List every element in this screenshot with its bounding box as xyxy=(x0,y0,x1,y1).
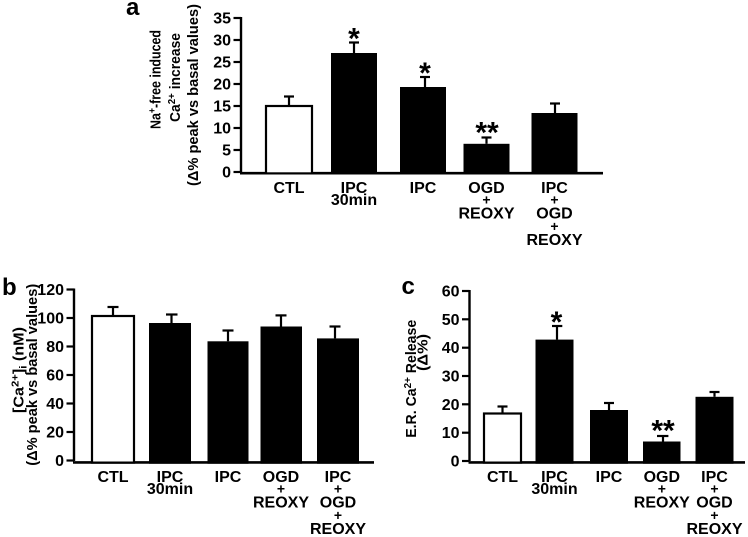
svg-text:+: + xyxy=(482,192,490,208)
svg-text:Ca2+ increase: Ca2+ increase xyxy=(166,33,184,122)
svg-text:+: + xyxy=(277,481,285,497)
svg-text:50: 50 xyxy=(442,312,460,329)
svg-text:OGD: OGD xyxy=(696,495,732,512)
svg-text:IPC: IPC xyxy=(157,469,184,486)
svg-text:30min: 30min xyxy=(531,481,577,498)
svg-text:5: 5 xyxy=(222,143,231,160)
svg-text:REOXY: REOXY xyxy=(686,521,742,537)
svg-text:20: 20 xyxy=(46,425,64,442)
svg-text:IPC: IPC xyxy=(596,469,623,486)
svg-text:*: * xyxy=(419,57,431,90)
svg-text:+: + xyxy=(550,192,558,208)
svg-text:+: + xyxy=(550,218,558,234)
svg-text:+: + xyxy=(334,507,342,523)
svg-text:IPC: IPC xyxy=(541,469,568,486)
svg-text:30min: 30min xyxy=(331,192,377,209)
svg-text:REOXY: REOXY xyxy=(526,232,582,249)
svg-text:E.R. Ca2+ Release: E.R. Ca2+ Release xyxy=(402,320,420,438)
svg-text:OGD: OGD xyxy=(468,180,504,197)
svg-text:15: 15 xyxy=(213,99,231,116)
svg-text:100: 100 xyxy=(37,311,64,328)
svg-text:OGD: OGD xyxy=(263,469,299,486)
svg-text:25: 25 xyxy=(213,55,231,72)
svg-text:20: 20 xyxy=(213,77,231,94)
svg-text:b: b xyxy=(2,274,17,301)
svg-text:REOXY: REOXY xyxy=(634,495,690,512)
svg-text:0: 0 xyxy=(55,453,64,470)
svg-text:IPC: IPC xyxy=(341,180,368,197)
svg-text:30: 30 xyxy=(213,33,231,50)
svg-text:REOXY: REOXY xyxy=(253,495,309,512)
svg-text:a: a xyxy=(126,0,140,21)
svg-text:IPC: IPC xyxy=(701,469,728,486)
svg-text:20: 20 xyxy=(442,397,460,414)
svg-text:10: 10 xyxy=(213,121,231,138)
svg-text:(Δ% peak vs basal values): (Δ% peak vs basal values) xyxy=(24,284,41,466)
svg-text:60: 60 xyxy=(46,368,64,385)
svg-text:40: 40 xyxy=(442,340,460,357)
svg-text:OGD: OGD xyxy=(320,495,356,512)
svg-text:+: + xyxy=(658,481,666,497)
svg-text:IPC: IPC xyxy=(325,469,352,486)
svg-text:OGD: OGD xyxy=(644,469,680,486)
svg-text:0: 0 xyxy=(222,165,231,182)
svg-text:Na+-free induced: Na+-free induced xyxy=(147,30,165,129)
svg-text:+: + xyxy=(710,481,718,497)
svg-text:REOXY: REOXY xyxy=(310,521,366,537)
svg-text:+: + xyxy=(710,507,718,523)
svg-text:+: + xyxy=(334,481,342,497)
svg-text:**: ** xyxy=(651,415,675,448)
svg-text:*: * xyxy=(551,306,563,339)
svg-text:CTL: CTL xyxy=(273,180,304,197)
svg-text:40: 40 xyxy=(46,396,64,413)
svg-text:REOXY: REOXY xyxy=(458,206,514,223)
svg-text:OGD: OGD xyxy=(536,206,572,223)
svg-text:c: c xyxy=(402,273,415,300)
svg-text:CTL: CTL xyxy=(97,469,128,486)
svg-text:35: 35 xyxy=(213,11,231,28)
svg-text:80: 80 xyxy=(46,339,64,356)
svg-text:10: 10 xyxy=(442,425,460,442)
svg-text:[Ca2+]i (nM): [Ca2+]i (nM) xyxy=(10,327,30,413)
svg-text:*: * xyxy=(348,23,360,56)
svg-text:(Δ%): (Δ%) xyxy=(415,334,432,371)
svg-text:IPC: IPC xyxy=(410,180,437,197)
svg-text:IPC: IPC xyxy=(541,180,568,197)
svg-text:60: 60 xyxy=(442,284,460,301)
svg-text:**: ** xyxy=(475,117,499,150)
svg-text:IPC: IPC xyxy=(215,469,242,486)
svg-text:120: 120 xyxy=(37,282,64,299)
svg-text:30min: 30min xyxy=(147,481,193,498)
svg-text:0: 0 xyxy=(451,454,460,471)
svg-text:30: 30 xyxy=(442,369,460,386)
svg-text:(Δ% peak vs basal values): (Δ% peak vs basal values) xyxy=(185,4,202,186)
svg-text:CTL: CTL xyxy=(487,469,518,486)
